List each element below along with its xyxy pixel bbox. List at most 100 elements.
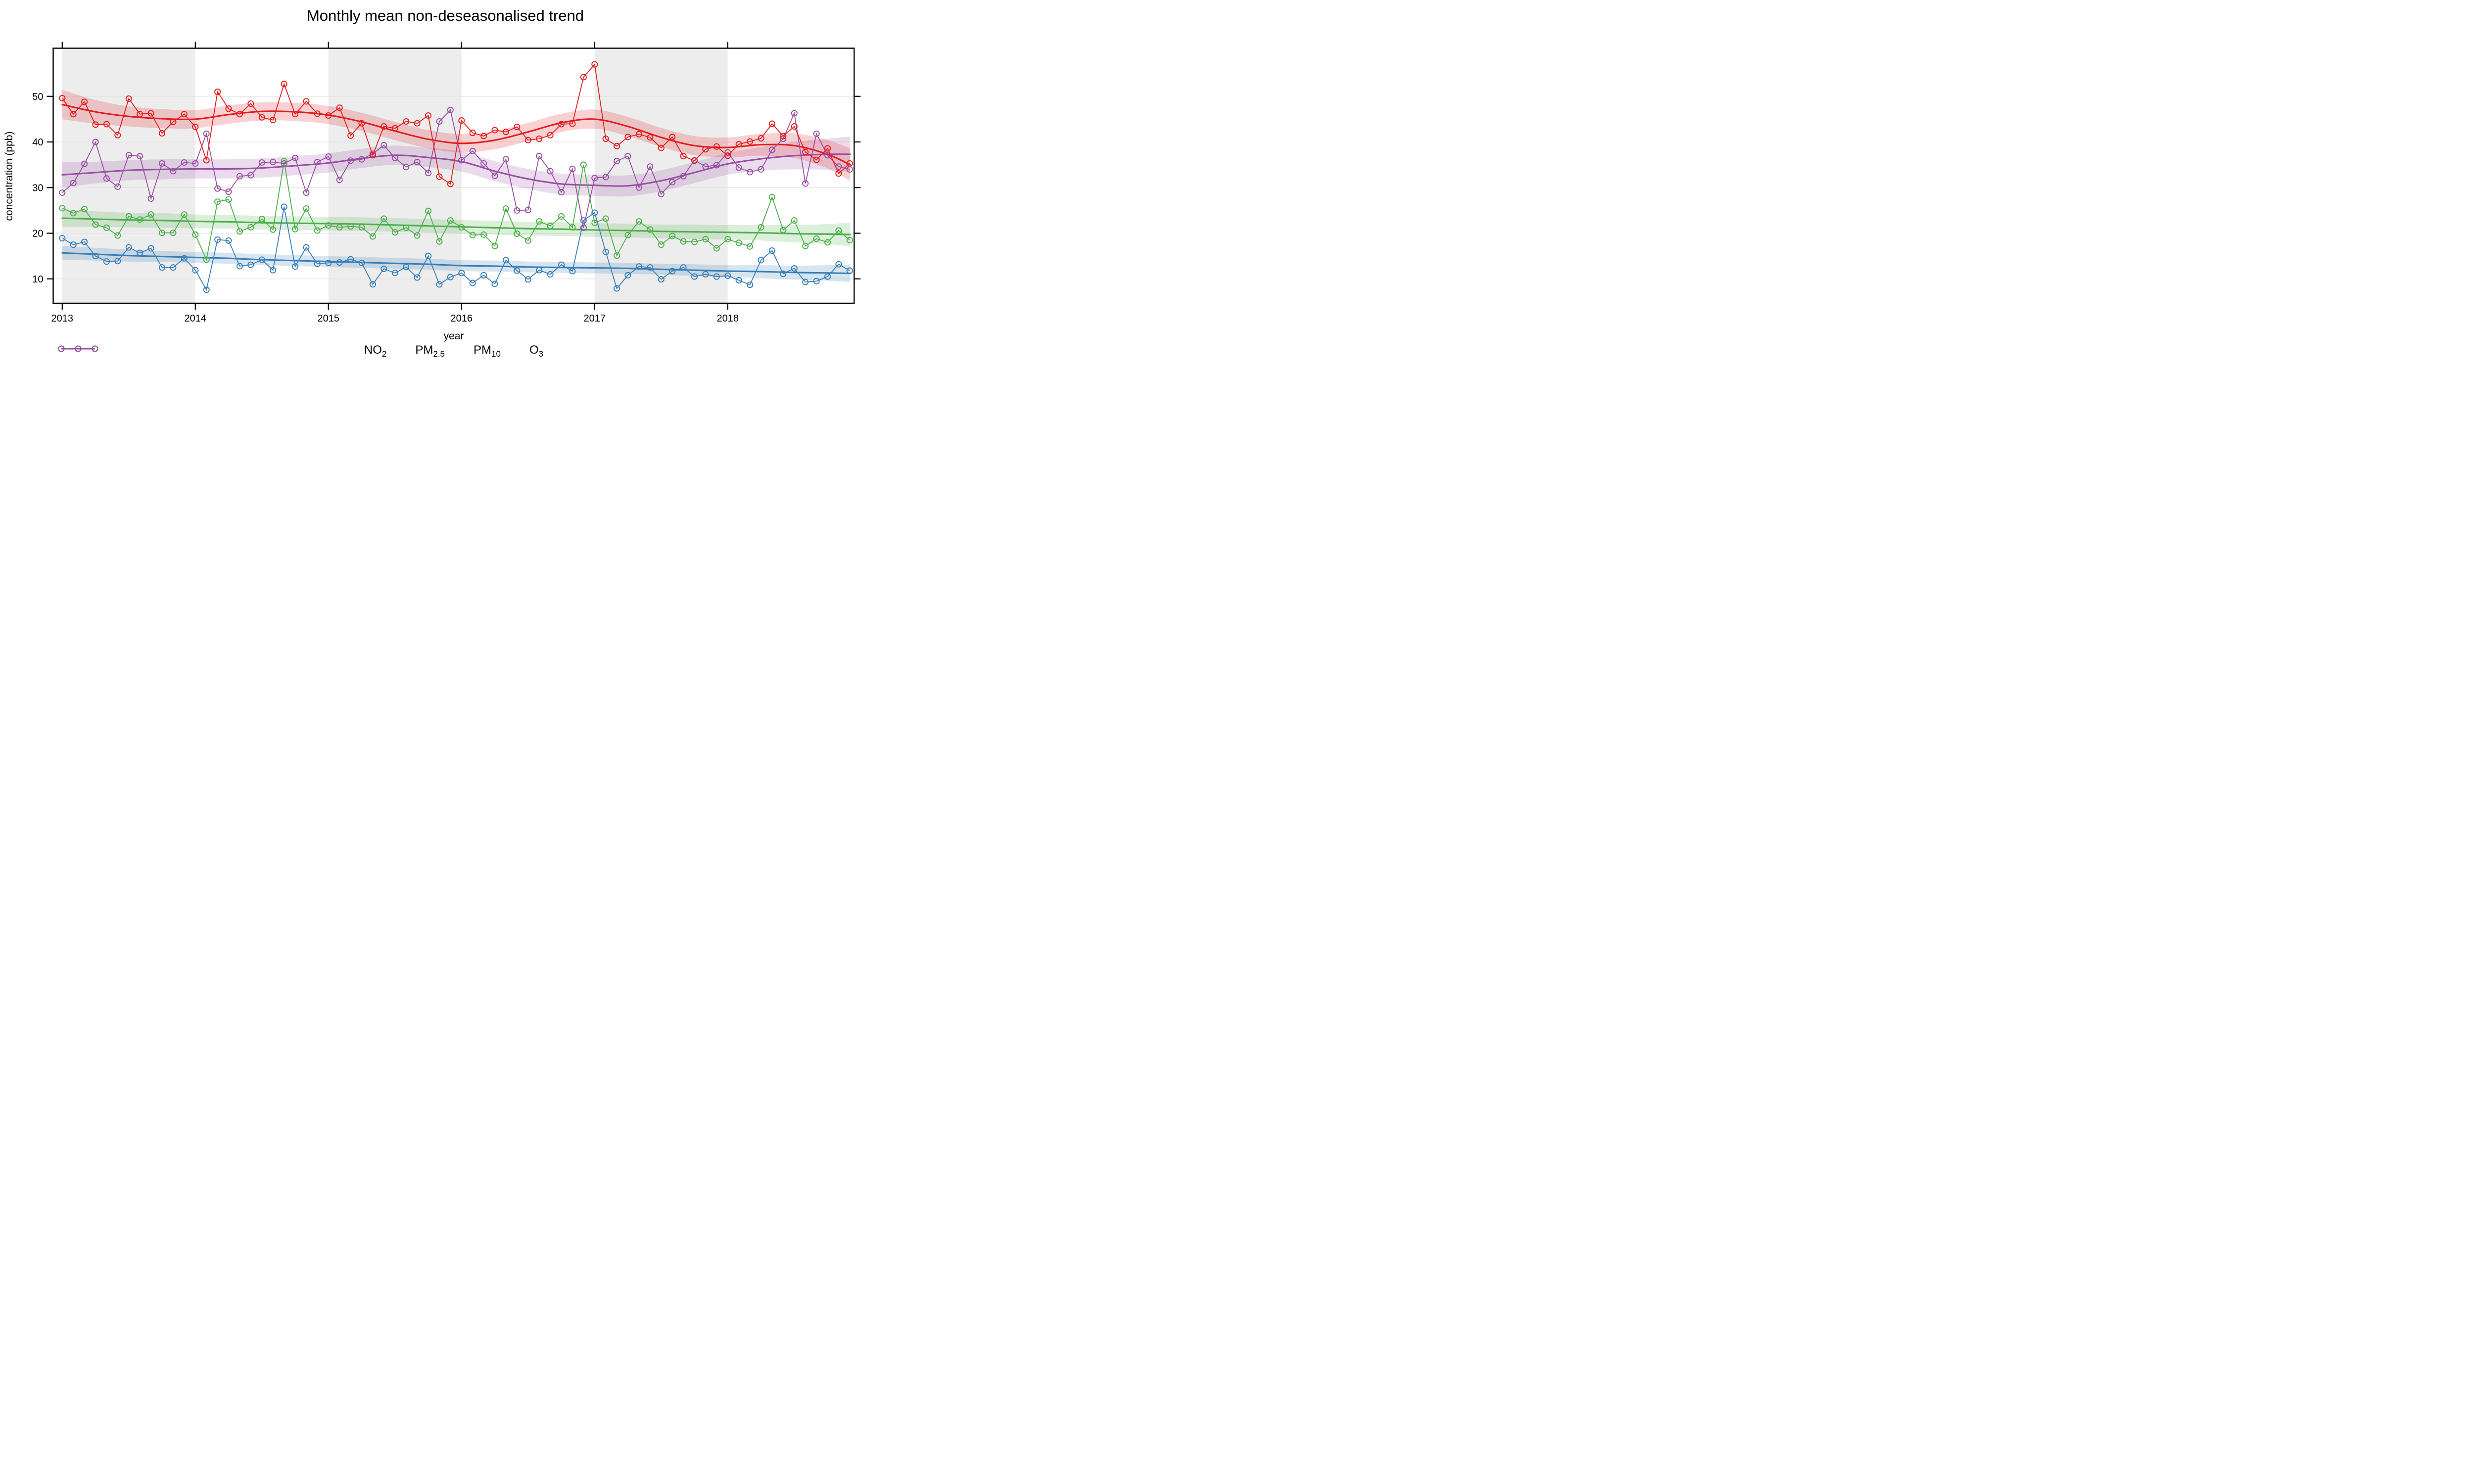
o3-point xyxy=(536,153,543,160)
pm25-point xyxy=(391,270,398,277)
pm10-point xyxy=(558,213,565,220)
no2-point xyxy=(325,112,332,119)
pm25-point xyxy=(414,274,421,281)
no2-point xyxy=(70,111,77,118)
o3-point xyxy=(137,153,143,160)
legend-item-no2: NO2 xyxy=(58,343,386,359)
o3-point xyxy=(768,146,775,153)
no2-point xyxy=(281,81,287,88)
chart-title: Monthly mean non-deseasonalised trend xyxy=(306,7,584,24)
no2-point xyxy=(425,112,432,119)
data-series xyxy=(59,61,853,293)
pm25-point xyxy=(647,264,654,271)
pm25-point xyxy=(170,264,177,271)
pm25-point xyxy=(735,277,742,284)
pm10-point xyxy=(203,256,210,263)
year-band-2017 xyxy=(594,48,728,303)
no2-point xyxy=(247,100,254,107)
pm10-point xyxy=(569,224,576,231)
no2-data-points xyxy=(59,61,853,187)
o3-point xyxy=(735,164,742,171)
legend: NO2 PM2.5 PM10 O3 xyxy=(58,343,850,359)
pm25-point xyxy=(291,263,299,270)
pm10-point xyxy=(458,224,465,231)
no2-point xyxy=(258,114,265,121)
legend-label-pm25: PM2.5 xyxy=(415,343,445,359)
y-tick-label-20: 20 xyxy=(32,229,43,239)
no2-point xyxy=(270,117,277,124)
pm10-point xyxy=(735,239,742,246)
pm25-point xyxy=(325,259,332,267)
no2-point xyxy=(536,135,543,142)
o3-point xyxy=(547,168,554,175)
year-band-2013 xyxy=(62,48,195,303)
pm10-point xyxy=(403,224,410,231)
pm10-point xyxy=(536,218,543,225)
pm25-point xyxy=(92,253,99,260)
o3-point xyxy=(158,160,166,167)
no2-point xyxy=(780,133,787,139)
no2-point xyxy=(170,118,177,125)
o3-point xyxy=(236,173,243,180)
no2-point xyxy=(747,138,754,145)
x-tick-label-2014: 2014 xyxy=(185,313,207,324)
no2-point xyxy=(502,129,509,136)
pm10-point xyxy=(147,211,154,218)
no2-point xyxy=(447,181,454,187)
no2-trend-line xyxy=(61,103,851,166)
no2-point xyxy=(768,120,775,127)
no2-point xyxy=(680,153,687,160)
legend-label-pm10: PM10 xyxy=(474,343,501,359)
pm10-point xyxy=(514,230,521,237)
pm25-point xyxy=(846,267,853,274)
pm10-point xyxy=(469,232,476,238)
o3-point xyxy=(458,157,465,164)
no2-point xyxy=(824,145,831,152)
y-tick-label-40: 40 xyxy=(32,137,43,148)
o3-point xyxy=(702,163,709,170)
o3-point xyxy=(258,159,265,166)
pm25-point xyxy=(580,217,587,224)
pm10-point xyxy=(369,233,376,240)
plot-border xyxy=(52,47,855,304)
o3-point xyxy=(436,118,443,125)
legend-item-o3: O3 xyxy=(58,343,543,359)
o3-point xyxy=(524,206,531,214)
pm25-point xyxy=(70,241,77,248)
pm25-point xyxy=(236,263,243,270)
y-tick-label-30: 30 xyxy=(32,183,43,193)
o3-point xyxy=(680,173,687,180)
o3-point xyxy=(569,165,576,172)
no2-point xyxy=(225,105,232,112)
pm10-point xyxy=(336,224,343,231)
no2-point xyxy=(391,125,398,132)
o3-point xyxy=(447,106,454,113)
no2-point xyxy=(381,123,387,130)
o3-line-circles-icon xyxy=(58,345,98,352)
pm10-point xyxy=(247,224,254,231)
pm10-point xyxy=(81,206,88,213)
o3-point xyxy=(758,166,764,173)
pm25-point xyxy=(158,264,166,271)
pm10-point xyxy=(358,224,365,231)
no2-point xyxy=(236,111,243,118)
no2-point xyxy=(791,123,798,130)
pm25-point xyxy=(614,285,620,292)
pm10-point xyxy=(491,242,498,249)
pm25-point xyxy=(125,244,132,251)
o3-point xyxy=(558,188,565,196)
o3-point xyxy=(747,169,754,176)
o3-point xyxy=(469,147,476,154)
legend-item-pm10: PM10 xyxy=(58,343,501,359)
legend-item-pm25: PM2.5 xyxy=(58,343,445,359)
no2-point xyxy=(403,118,410,125)
pm10-data-points xyxy=(59,158,853,263)
pm25-point xyxy=(713,273,720,280)
pm10-point xyxy=(270,226,277,233)
o3-point xyxy=(813,130,820,137)
no2-point xyxy=(314,110,321,117)
pm25-point xyxy=(214,236,221,243)
x-tick-label-2018: 2018 xyxy=(717,313,739,324)
pm10-point xyxy=(303,205,310,212)
pm25-point xyxy=(524,276,531,283)
